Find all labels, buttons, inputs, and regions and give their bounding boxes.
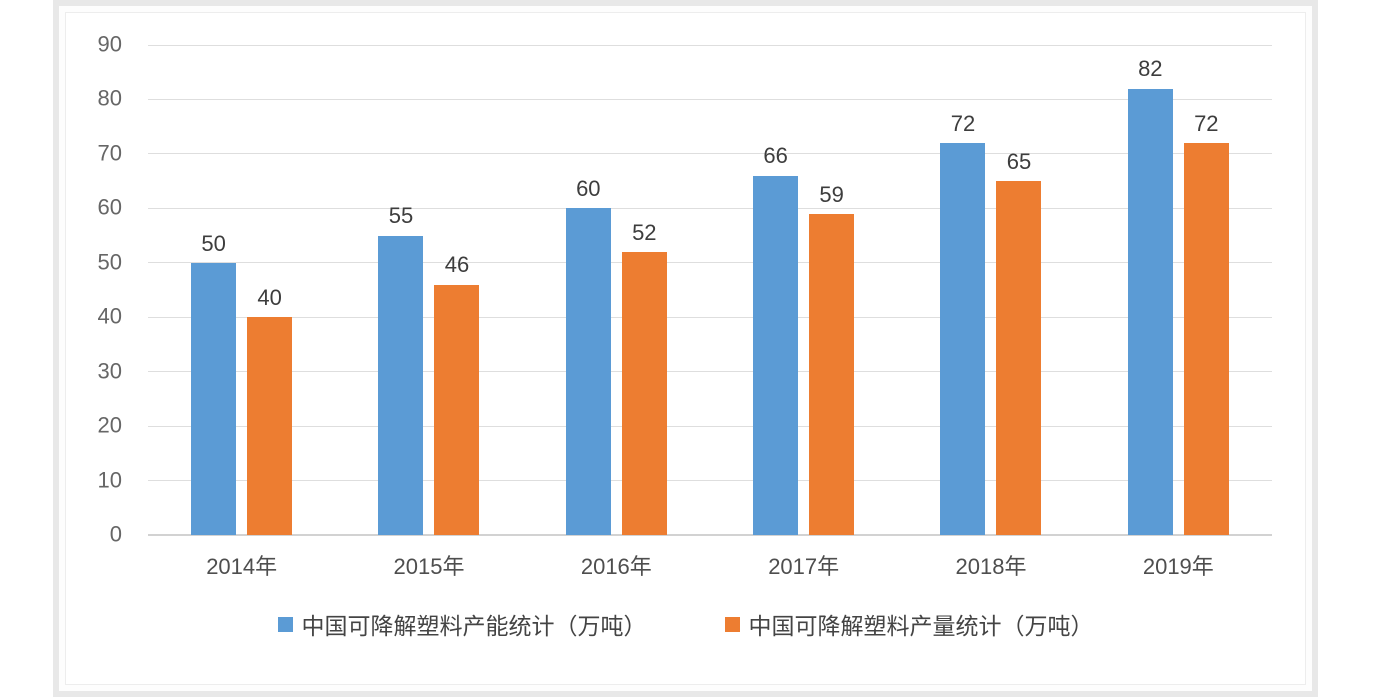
legend-label: 中国可降解塑料产能统计（万吨） xyxy=(301,613,647,639)
bar-with-label: 65 xyxy=(996,148,1042,535)
y-axis-tick-label: 60 xyxy=(97,194,122,220)
bar-series-1 xyxy=(191,262,237,535)
y-axis-tick-label: 0 xyxy=(109,521,122,547)
data-label: 60 xyxy=(576,176,601,202)
gridline-50 xyxy=(148,262,1272,264)
category-group: 72 65 2018年 xyxy=(897,45,1084,579)
y-axis-tick-label: 40 xyxy=(97,303,122,329)
bar-with-label: 72 xyxy=(1183,110,1229,535)
data-label: 66 xyxy=(763,143,788,169)
data-label: 82 xyxy=(1138,56,1163,82)
legend-item-1: 中国可降解塑料产能统计（万吨） xyxy=(277,607,647,641)
y-axis-tick-label: 90 xyxy=(97,31,122,57)
data-label: 59 xyxy=(819,181,844,207)
x-axis-label: 2014年 xyxy=(206,554,278,579)
bar-series-2 xyxy=(247,317,293,535)
chart-frame: 0 10 20 30 40 50 60 70 80 90 50 40 2014年 55 46 2015年 60 5… xyxy=(53,0,1318,697)
bar-series-1 xyxy=(378,235,424,535)
bar-series-1 xyxy=(940,143,986,535)
category-group: 60 52 2016年 xyxy=(523,45,710,579)
bar-with-label: 50 xyxy=(191,230,237,535)
bar-with-label: 55 xyxy=(378,203,424,535)
chart-canvas: 0 10 20 30 40 50 60 70 80 90 50 40 2014年 55 46 2015年 60 5… xyxy=(65,12,1306,685)
y-axis-tick-label: 70 xyxy=(97,140,122,166)
data-label: 52 xyxy=(632,219,657,245)
bar-series-1 xyxy=(565,208,611,535)
bar-series-1 xyxy=(1127,88,1173,535)
x-axis-label: 2017年 xyxy=(768,554,840,579)
bar-with-label: 72 xyxy=(940,110,986,535)
data-label: 40 xyxy=(257,285,282,311)
legend-item-2: 中国可降解塑料产量统计（万吨） xyxy=(724,607,1094,641)
bar-pair: 50 40 xyxy=(148,230,335,535)
data-label: 50 xyxy=(201,230,226,256)
data-label: 72 xyxy=(1194,110,1219,136)
x-axis-label: 2016年 xyxy=(580,554,652,579)
category-group: 55 46 2015年 xyxy=(335,45,522,579)
bar-with-label: 40 xyxy=(247,285,293,535)
bar-series-2 xyxy=(434,284,480,535)
data-label: 46 xyxy=(444,252,470,278)
gridline-90 xyxy=(148,44,1272,46)
bar-series-2 xyxy=(996,181,1042,535)
category-group: 82 72 2019年 xyxy=(1085,45,1272,579)
bar-with-label: 52 xyxy=(621,219,667,535)
bar-with-label: 82 xyxy=(1127,56,1173,535)
legend: 中国可降解塑料产能统计（万吨） 中国可降解塑料产量统计（万吨） xyxy=(66,607,1305,641)
gridline-20 xyxy=(148,425,1272,427)
gridline-10 xyxy=(148,480,1272,482)
legend-swatch-icon xyxy=(277,616,293,632)
bar-series-1 xyxy=(753,175,799,535)
bar-pair: 66 59 xyxy=(710,144,897,535)
bar-pair: 55 46 xyxy=(335,204,522,535)
gridline-80 xyxy=(148,98,1272,100)
gridline-30 xyxy=(148,371,1272,373)
y-axis-tick-label: 20 xyxy=(97,412,122,438)
data-label: 72 xyxy=(950,110,976,136)
plot-area: 0 10 20 30 40 50 60 70 80 90 50 40 2014年 55 46 2015年 60 5… xyxy=(98,31,1272,579)
bar-pair: 72 65 xyxy=(897,110,1084,535)
data-label: 55 xyxy=(388,203,414,229)
y-axis-tick-label: 30 xyxy=(97,358,122,384)
gridline-0 xyxy=(148,534,1272,536)
data-label: 65 xyxy=(1006,148,1032,174)
bar-series-2 xyxy=(809,213,855,535)
category-group: 66 59 2017年 xyxy=(710,45,897,579)
gridline-70 xyxy=(148,153,1272,155)
bar-series-2 xyxy=(621,251,667,535)
bar-pair: 82 72 xyxy=(1085,57,1272,535)
bar-with-label: 66 xyxy=(753,143,799,535)
gridline-60 xyxy=(148,207,1272,209)
x-axis-label: 2019年 xyxy=(1142,554,1214,579)
gridline-40 xyxy=(148,316,1272,318)
bar-with-label: 46 xyxy=(434,252,480,535)
x-axis-label: 2018年 xyxy=(955,554,1027,579)
category-group: 50 40 2014年 xyxy=(148,45,335,579)
legend-label: 中国可降解塑料产量统计（万吨） xyxy=(748,613,1094,639)
bar-with-label: 59 xyxy=(809,181,855,535)
y-axis-tick-label: 80 xyxy=(97,85,122,111)
y-axis-tick-label: 10 xyxy=(97,467,122,493)
bar-pair: 60 52 xyxy=(523,176,710,535)
bar-series-2 xyxy=(1183,143,1229,535)
y-axis-tick-label: 50 xyxy=(97,249,122,275)
legend-swatch-icon xyxy=(724,616,740,632)
x-axis-label: 2015年 xyxy=(393,554,465,579)
bar-with-label: 60 xyxy=(565,176,611,535)
